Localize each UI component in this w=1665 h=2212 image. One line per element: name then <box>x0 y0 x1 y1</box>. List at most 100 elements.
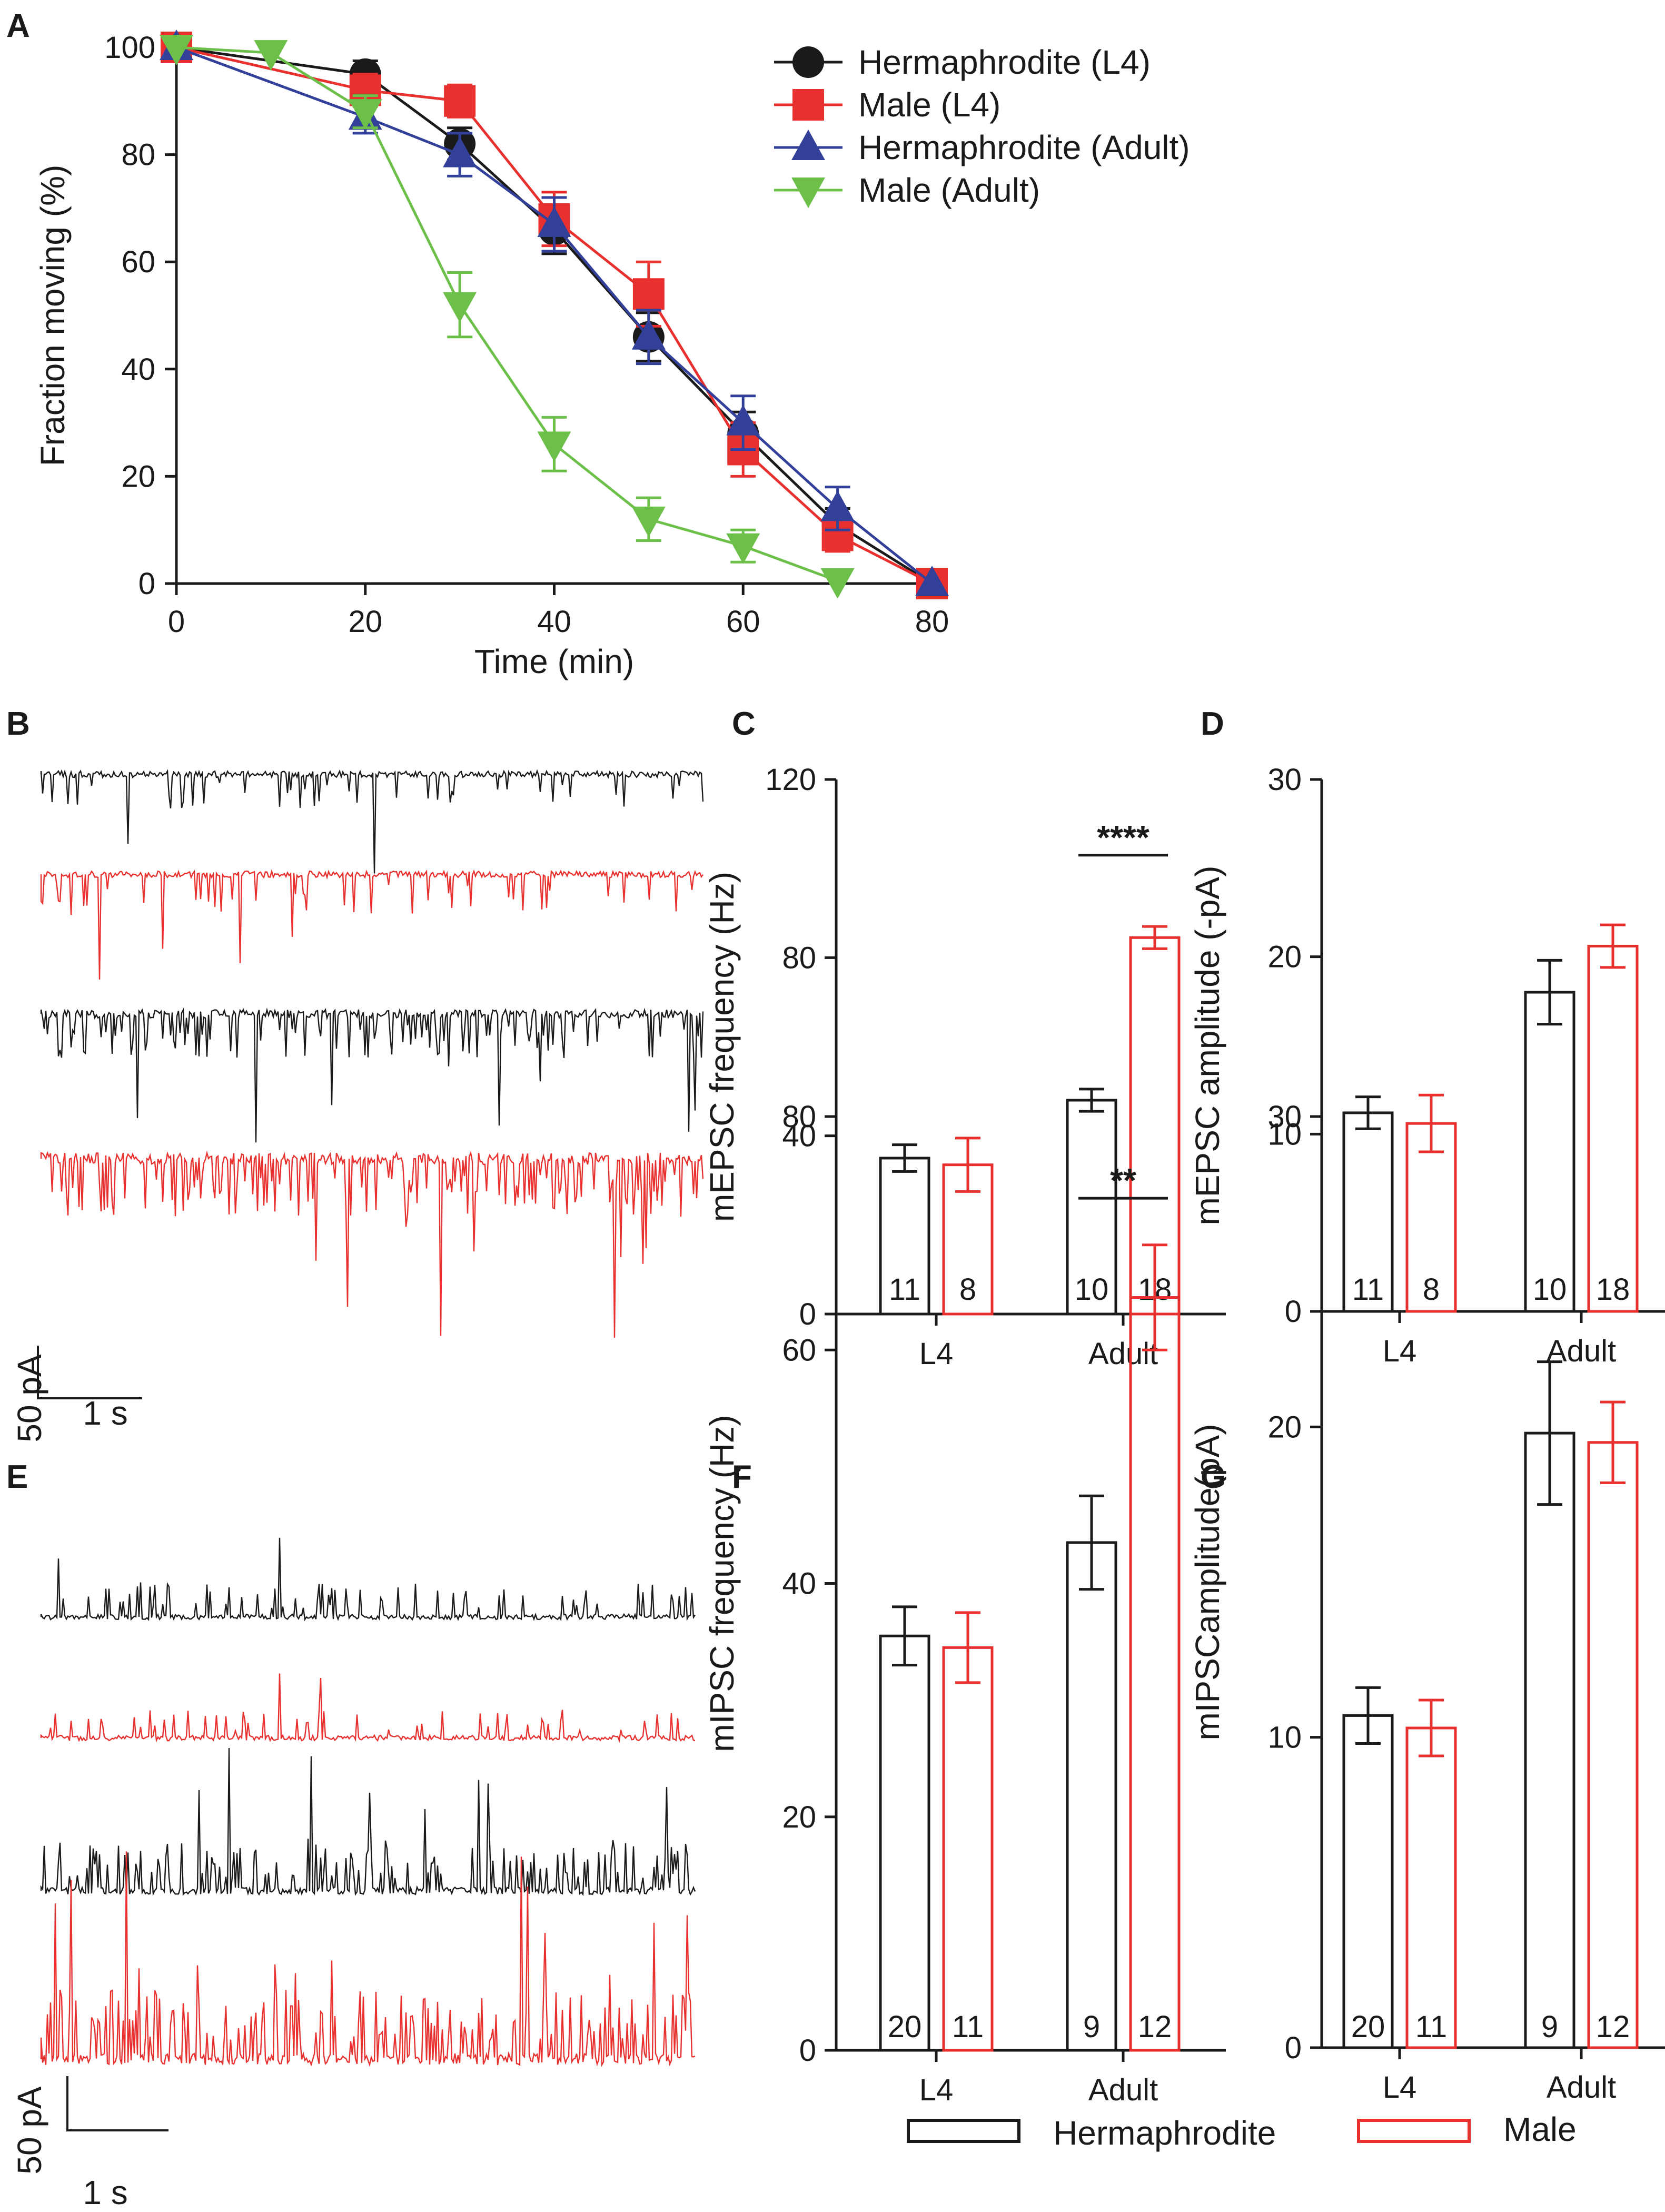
a-x-tick-label: 20 <box>348 605 382 639</box>
a-legend-marker <box>791 130 825 160</box>
f-bar <box>1129 1296 1181 2052</box>
b-trace-hermaphrodite-l4 <box>40 769 704 874</box>
f-bar <box>942 1646 994 2052</box>
e-trace-male-l4 <box>40 1673 696 1743</box>
a-data-point <box>632 278 665 310</box>
a-data-point <box>160 35 193 65</box>
g-n-label: 12 <box>1596 2010 1630 2044</box>
g-y-tick-label: 10 <box>1267 1721 1302 1755</box>
a-y-tick-label: 80 <box>121 138 155 172</box>
g-bar <box>1587 1441 1639 2049</box>
c-x-tick-label: Adult <box>1088 1337 1158 1371</box>
c-y-tick-label: 80 <box>782 941 816 975</box>
d-n-label: 18 <box>1596 1272 1630 1307</box>
panel-letter-e: E <box>6 1459 28 1495</box>
f-y-tick-label: 80 <box>782 1100 816 1134</box>
g-bar <box>1405 1726 1457 2049</box>
c-y-tick-label: 120 <box>765 763 816 797</box>
a-data-point <box>444 85 476 117</box>
a-x-tick-label: 40 <box>537 605 571 639</box>
a-data-point <box>631 506 666 537</box>
c-y-tick-label: 0 <box>799 1297 816 1331</box>
a-series-line <box>176 46 933 585</box>
c-n-label: 10 <box>1075 1272 1109 1307</box>
a-data-point <box>726 404 760 436</box>
f-significance-label: ** <box>1110 1161 1136 1199</box>
g-n-label: 20 <box>1351 2010 1385 2044</box>
a-series-3 <box>160 35 855 599</box>
f-bar <box>879 1634 930 2052</box>
a-data-point <box>820 490 855 521</box>
f-bar <box>1066 1541 1117 2052</box>
a-legend-label: Male (Adult) <box>858 171 1040 209</box>
c-n-label: 11 <box>889 1272 920 1307</box>
panel-d-mepsc-amplitude-chart: 0 10 20 30 mEPSC amplitude (-pA) L4 11 8 Adult 10… <box>1188 763 1665 1368</box>
e-trace-male-adult <box>40 1851 696 2067</box>
a-data-point <box>537 206 571 237</box>
legend-label-male: Male <box>1503 2110 1577 2148</box>
panel-letter-d: D <box>1201 706 1224 742</box>
a-series-line <box>176 46 933 585</box>
d-x-tick-label: L4 <box>1383 1334 1417 1368</box>
d-x-tick-label: Adult <box>1547 1334 1616 1368</box>
d-bar <box>1587 944 1639 1313</box>
d-y-tick-label: 10 <box>1267 1117 1302 1151</box>
d-y-tick-label: 0 <box>1285 1295 1302 1329</box>
d-n-label: 8 <box>1423 1272 1440 1307</box>
panel-letter-a: A <box>6 8 30 44</box>
b-trace-hermaphrodite-adult <box>40 1008 704 1143</box>
a-x-tick-label: 0 <box>168 605 185 639</box>
f-n-label: 20 <box>888 2010 922 2044</box>
panel-letter-f: F <box>732 1459 752 1495</box>
e-scale-bar <box>66 2076 169 2131</box>
a-data-point <box>915 566 949 596</box>
c-y-axis-title: mEPSC frequency (Hz) <box>703 872 741 1222</box>
e-trace-hermaphrodite-l4 <box>40 1537 696 1622</box>
bottom-legend: Hermaphrodite Male <box>907 2110 1577 2152</box>
f-y-tick-label: 60 <box>782 1333 816 1367</box>
g-bar <box>1342 1714 1394 2049</box>
c-n-label: 8 <box>959 1272 976 1307</box>
f-y-axis-title: mIPSC frequency (Hz) <box>703 1415 741 1752</box>
f-y-tick-label: 40 <box>782 1567 816 1601</box>
legend-swatch-male <box>1357 2119 1471 2143</box>
f-y-tick-label: 20 <box>782 1800 816 1834</box>
a-legend-label: Male (L4) <box>858 86 1000 124</box>
g-n-label: 9 <box>1541 2010 1558 2044</box>
g-x-tick-label: Adult <box>1547 2070 1616 2105</box>
a-series-line <box>176 46 933 585</box>
d-y-tick-label: 20 <box>1267 940 1302 974</box>
a-legend-marker <box>792 89 824 121</box>
panel-f-mipsc-frequency-chart: 0 20 40 60 80 mIPSC frequency (Hz) L4 20 11 Adult… <box>703 1100 1226 2107</box>
a-series-line <box>176 46 838 582</box>
f-x-tick-label: Adult <box>1088 2073 1158 2107</box>
a-data-point <box>443 292 477 323</box>
f-n-label: 11 <box>952 2010 984 2044</box>
c-x-tick-label: L4 <box>919 1337 954 1371</box>
a-x-tick-label: 80 <box>915 605 949 639</box>
a-data-point <box>348 99 382 130</box>
a-y-axis-title: Fraction moving (%) <box>34 165 72 467</box>
g-y-axis-title: mIPSCamplitude(pA) <box>1188 1424 1226 1740</box>
a-data-point <box>537 431 571 462</box>
d-n-label: 10 <box>1533 1272 1567 1307</box>
panel-b-mepsc-traces <box>37 769 704 1399</box>
a-y-tick-label: 100 <box>104 31 155 65</box>
a-legend-label: Hermaphrodite (Adult) <box>858 129 1190 166</box>
g-y-tick-label: 0 <box>1285 2031 1302 2065</box>
e-scale-time-label: 1 s <box>83 2174 127 2211</box>
c-y-tick-label: 40 <box>782 1119 816 1153</box>
a-data-point <box>820 568 855 599</box>
a-data-point <box>254 40 288 71</box>
a-y-tick-label: 0 <box>138 567 155 601</box>
b-scale-bar <box>37 1346 142 1399</box>
a-legend-marker <box>791 177 825 208</box>
panel-letter-c: C <box>732 706 756 742</box>
d-bar <box>1524 991 1575 1313</box>
a-x-tick-label: 60 <box>726 605 760 639</box>
d-y-axis-title: mEPSC amplitude (-pA) <box>1188 866 1226 1226</box>
panel-letter-b: B <box>6 706 30 742</box>
a-x-axis-title: Time (min) <box>474 643 634 680</box>
